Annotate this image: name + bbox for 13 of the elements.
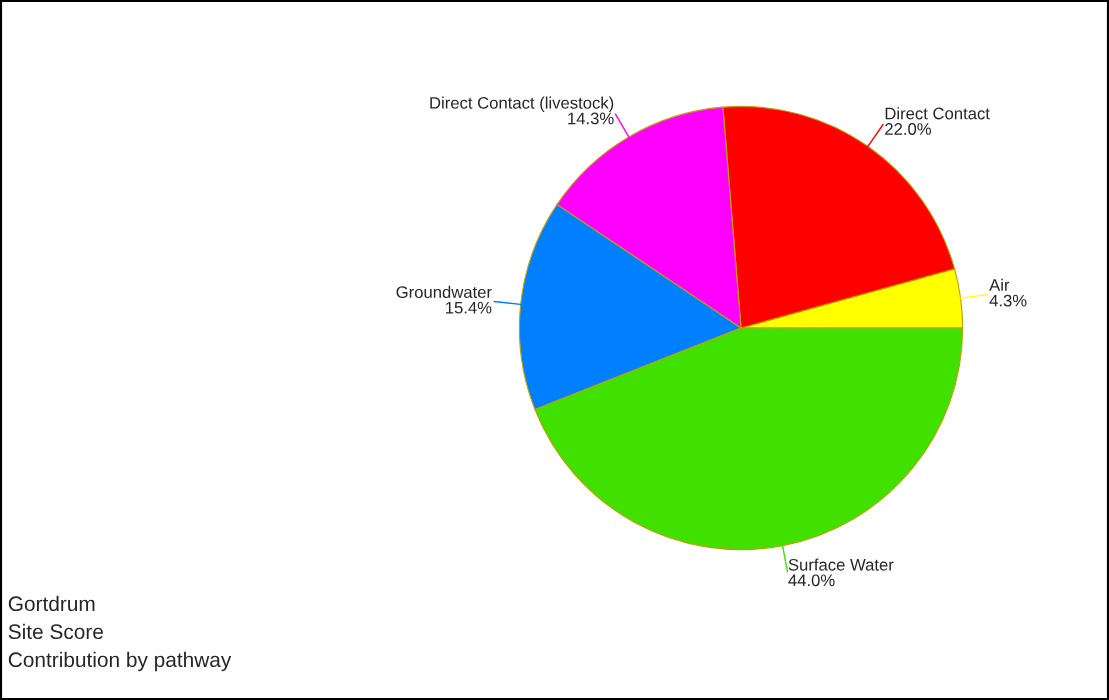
slice-label: Direct Contact (livestock): [430, 96, 614, 113]
data-label: 44.0%: [788, 574, 835, 587]
text: Site Score: [8, 623, 103, 640]
data-label: 15.4%: [446, 301, 492, 314]
data-label: 22.0%: [885, 123, 932, 135]
slice-label: Surface Water: [788, 558, 894, 571]
slice-label: Direct Contact: [885, 107, 990, 120]
text: Gortdrum: [8, 595, 95, 612]
slice-label: Groundwater: [396, 285, 492, 299]
text: Contribution by pathway: [8, 651, 232, 672]
data-label: 14.3%: [568, 112, 614, 125]
slice-label: Air: [989, 278, 1010, 291]
data-label: 4.3%: [989, 294, 1027, 307]
